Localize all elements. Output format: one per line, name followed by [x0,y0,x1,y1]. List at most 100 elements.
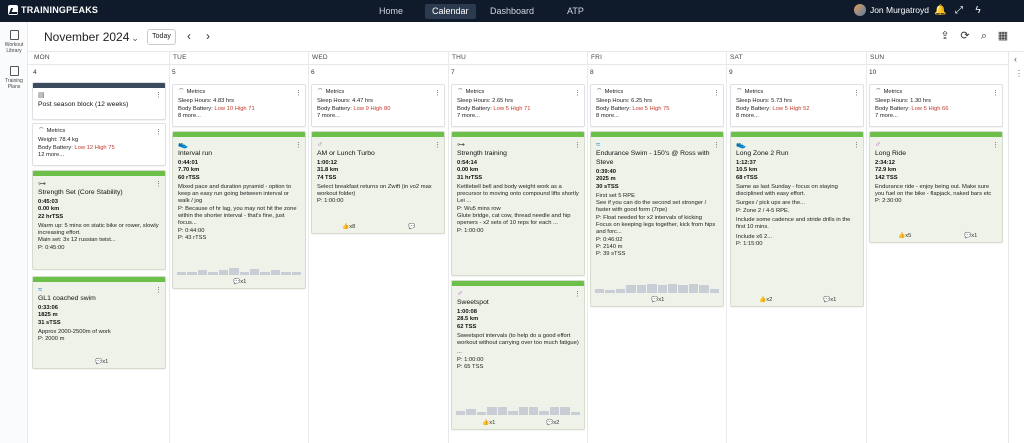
more-options-icon[interactable]: ⋮ [574,291,581,298]
more-metrics-link[interactable]: 8 more... [596,112,619,119]
more-metrics-link[interactable]: 7 more... [875,112,898,119]
workout-card-swim[interactable]: ≈ ⋮ Endurance Swim - 150's @ Ross with S… [590,131,724,307]
likes-count[interactable]: 👍x2 [759,297,772,304]
card-color-bar [591,132,723,137]
likes-count[interactable]: 👍x8 [342,224,355,231]
export-icon[interactable]: ⇪ [940,30,950,42]
lightning-icon[interactable]: ϟ [975,5,981,16]
today-button[interactable]: Today [147,29,176,45]
more-options-icon[interactable]: ⋮ [713,90,720,97]
workout-card-swim[interactable]: ≈ ⋮ GL1 coached swim 0:33:06 1825 m 31 s… [32,276,166,369]
month-selector[interactable]: November 2024 ⌄ [44,30,139,44]
metrics-label: Metrics [465,89,485,95]
workout-description: Endurance ride - enjoy being out. Make s… [875,183,992,198]
user-menu[interactable]: Jon Murgatroyd [853,4,929,16]
metrics-card[interactable]: ⌔ Metrics ⋮ Sleep Hours: 4.47 hrs Body Ba… [311,84,445,127]
metrics-card[interactable]: ⌔ Metrics ⋮ Sleep Hours: 4.83 hrs Body Ba… [172,84,306,127]
planned-duration: P: 0:44:00 [178,227,205,234]
more-options-icon[interactable]: ⋮ [434,142,441,149]
metrics-card[interactable]: ⌔ Metrics ⋮ Sleep Hours: 2.65 hrs Body Ba… [451,84,585,127]
metrics-card[interactable]: ⌔ Metrics ⋮ Sleep Hours: 5.73 hrs Body Ba… [730,84,864,127]
comment-icon: 💬 [546,419,554,426]
trainingpeaks-logo[interactable]: TRAININGPEAKS [8,5,98,15]
workout-title: Long Zone 2 Run [736,150,789,157]
metrics-card[interactable]: ⌔ Metrics ⋮ Sleep Hours: 1.30 hrs Body Ba… [869,84,1003,127]
calendar-header: November 2024 ⌄ Today ‹ › ⇪ ⟳ ⌕ ▦ [28,22,1024,52]
more-options-icon[interactable]: ⋮ [295,90,302,97]
more-options-icon[interactable]: ⋮ [853,142,860,149]
workout-library-button[interactable]: Workout Library [0,30,28,54]
more-options-icon[interactable]: ⋮ [992,90,999,97]
workout-card-bike[interactable]: ♂ ⋮ AM or Lunch Turbo 1:00:12 31.8 km 74… [311,131,445,234]
divider [587,52,588,443]
workout-title: Interval run [178,150,213,157]
more-options-icon[interactable]: ⋮ [992,142,999,149]
event-card[interactable]: ▤ ⋮ Post season block (12 weeks) [32,82,166,120]
workout-card-bike[interactable]: ♂ ⋮ Long Ride 2:34:12 72.9 km 142 TSS En… [869,131,1003,243]
more-options-icon[interactable]: ⋮ [155,287,162,294]
workout-card-strength[interactable]: ⊶ ⋮ Strength training 0:54:14 0.00 km 31… [451,131,585,276]
search-icon[interactable]: ⌕ [980,30,988,42]
more-metrics-link[interactable]: 7 more... [457,112,480,119]
nav-dashboard[interactable]: Dashboard [490,6,535,16]
metrics-label: Metrics [186,89,206,95]
more-options-icon[interactable]: ⋮ [713,142,720,149]
calendar-settings-icon[interactable]: ▦ [997,30,1009,42]
more-options-icon[interactable]: ⋮ [853,90,860,97]
metrics-label: Metrics [46,128,66,134]
day-number: 9 [729,69,733,76]
workout-description: Focus on keeping legs together, kick fro… [596,222,716,236]
run-shoe-icon: 👟 [736,140,746,149]
workout-description: Kettlebell bell and body weight work as … [457,183,579,198]
more-options-icon[interactable]: ⋮ [155,181,162,188]
comment-icon[interactable]: 💬 [408,223,416,230]
comments-count[interactable]: 💬x1 [95,359,108,366]
workout-description: First set 5 RPE [596,192,635,199]
more-options-icon[interactable]: ⋮ [155,129,162,136]
prev-month-icon[interactable]: ‹ [187,29,191,43]
comments-count[interactable]: 💬x1 [233,279,246,286]
workout-tss: 30 sTSS [596,183,619,190]
comments-count[interactable]: 💬x1 [964,233,977,240]
card-color-bar [33,277,165,282]
bell-icon[interactable]: 🔔 [934,5,947,16]
workout-card-bike[interactable]: ♂ ⋮ Sweetspot 1:00:08 28.5 km 62 TSS Swe… [451,280,585,430]
training-plans-button[interactable]: Training Plans [0,66,28,90]
more-vertical-icon[interactable]: ⋮ [1015,69,1023,78]
expand-icon[interactable]: ⤢ [955,5,963,16]
workout-card-run[interactable]: 👟 ⋮ Interval run 0:44:01 7.70 km 60 rTSS… [172,131,306,289]
more-metrics-link[interactable]: 12 more... [38,151,65,158]
workout-duration: 2:34:12 [875,160,895,166]
more-options-icon[interactable]: ⋮ [295,142,302,149]
nav-calendar[interactable]: Calendar [425,4,476,19]
comments-count[interactable]: 💬x2 [546,420,559,427]
workout-distance: 72.9 km [875,167,897,174]
metrics-card[interactable]: ⌔ Metrics ⋮ Weight: 78.4 kg Body Battery:… [32,123,166,166]
day-number: 8 [590,69,594,76]
more-metrics-link[interactable]: 7 more... [317,112,340,119]
more-options-icon[interactable]: ⋮ [155,92,162,99]
next-month-icon[interactable]: › [206,29,210,43]
more-options-icon[interactable]: ⋮ [434,90,441,97]
comments-count[interactable]: 💬x1 [651,297,664,304]
workout-card-run[interactable]: 👟 ⋮ Long Zone 2 Run 1:12:37 10.5 km 68 r… [730,131,864,307]
metrics-label: Metrics [744,89,764,95]
more-options-icon[interactable]: ⋮ [574,90,581,97]
likes-count[interactable]: 👍x5 [898,233,911,240]
workout-card-strength[interactable]: ⊶ ⋮ Strength Set (Core Stability) 0:45:0… [32,170,166,270]
sync-icon[interactable]: ⟳ [960,30,970,42]
bike-icon: ♂ [875,140,881,149]
more-metrics-link[interactable]: 8 more... [178,112,201,119]
comments-count[interactable]: 💬x1 [823,297,836,304]
metrics-card[interactable]: ⌔ Metrics ⋮ Sleep Hours: 6.25 hrs Body Ba… [590,84,724,127]
nav-atp[interactable]: ATP [567,6,584,16]
collapse-icon[interactable]: ‹ [1014,54,1017,64]
planned-tss: P: 39 sTSS [596,251,626,258]
sleep-value: Sleep Hours: 5.73 hrs [736,98,793,105]
more-metrics-link[interactable]: 8 more... [736,112,759,119]
more-options-icon[interactable]: ⋮ [574,142,581,149]
right-scroll-rail[interactable]: ‹ ⋮ [1008,52,1024,443]
nav-home[interactable]: Home [379,6,404,16]
likes-count[interactable]: 👍x1 [482,420,495,427]
document-icon: ▤ [38,92,45,99]
